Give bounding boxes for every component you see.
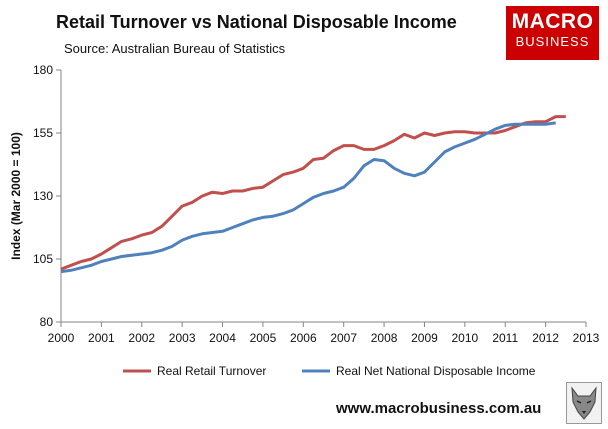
x-tick-label: 2011 — [492, 331, 518, 345]
y-tick-label: 155 — [33, 126, 53, 140]
retail-turnover-line — [60, 115, 566, 271]
x-tick-label: 2008 — [371, 331, 398, 345]
y-tick-label: 130 — [33, 189, 53, 203]
chart-title: Retail Turnover vs National Disposable I… — [56, 12, 457, 32]
legend-retail-label: Real Retail Turnover — [157, 364, 266, 378]
x-tick-label: 2004 — [209, 331, 236, 345]
y-tick-label: 80 — [40, 315, 54, 329]
disposable-income-line — [60, 121, 556, 274]
chart-source: Source: Australian Bureau of Statistics — [64, 41, 286, 56]
x-tick-label: 2005 — [250, 331, 277, 345]
x-ticks: 2000 2001 2002 2003 2004 2005 2006 2007 2008 2009… — [48, 322, 600, 345]
y-axis-label: Index (Mar 2000 = 100) — [9, 132, 23, 260]
x-tick-label: 2003 — [169, 331, 196, 345]
legend: Real Retail Turnover Real Net National D… — [123, 364, 536, 378]
x-tick-label: 2013 — [573, 331, 600, 345]
logo-line-1: MACRO — [511, 10, 594, 33]
x-tick-label: 2002 — [128, 331, 155, 345]
wolf-icon — [566, 382, 602, 424]
x-tick-label: 2001 — [88, 331, 115, 345]
logo-line-2: BUSINESS — [515, 34, 590, 49]
y-ticks: 80 105 130 155 180 — [33, 63, 61, 329]
plot-area — [60, 70, 586, 323]
x-tick-label: 2007 — [330, 331, 357, 345]
legend-income-label: Real Net National Disposable Income — [336, 364, 536, 378]
macrobusiness-logo: MACRO BUSINESS — [506, 6, 599, 60]
x-tick-label: 2000 — [48, 331, 75, 345]
x-tick-label: 2012 — [532, 331, 559, 345]
y-tick-label: 180 — [33, 63, 53, 77]
y-tick-label: 105 — [33, 252, 53, 266]
website-url: www.macrobusiness.com.au — [336, 400, 542, 417]
x-tick-label: 2009 — [411, 331, 438, 345]
x-tick-label: 2006 — [290, 331, 317, 345]
x-tick-label: 2010 — [451, 331, 478, 345]
series-lines — [60, 115, 566, 274]
